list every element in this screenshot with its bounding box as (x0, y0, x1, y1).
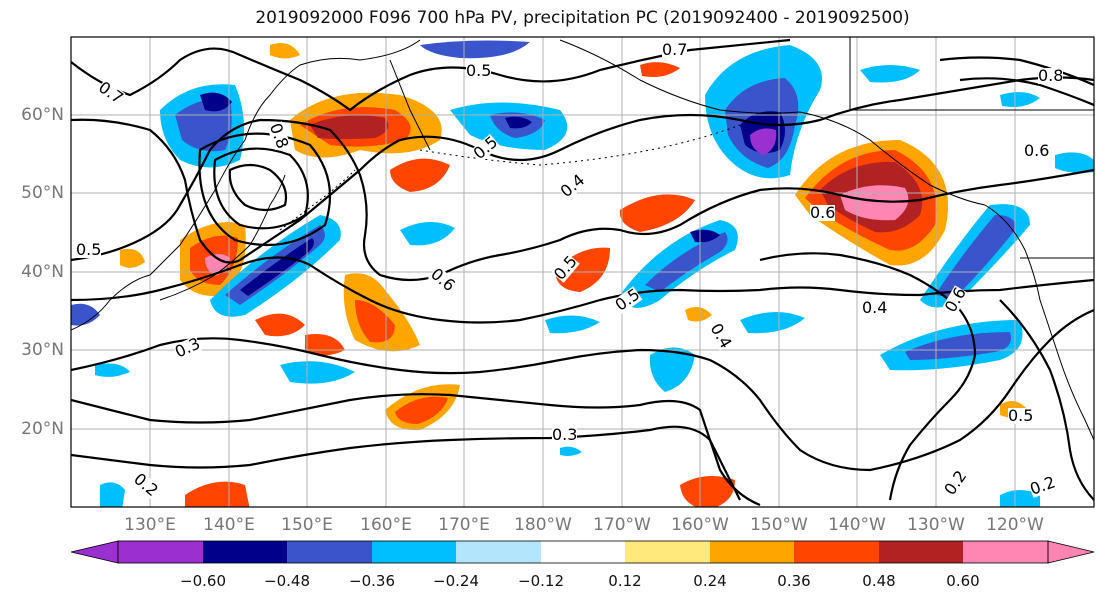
precip-negative-blob (71, 303, 100, 326)
precip-negative-blob (100, 482, 125, 507)
north-america-west-coast (984, 204, 1094, 441)
longitude-label: 140°W (828, 515, 886, 535)
colorbar-segment (625, 541, 710, 563)
precip-positive-blob (120, 248, 145, 268)
contour-label: 0.3 (552, 425, 578, 444)
contour-label: 0.4 (862, 298, 888, 317)
precip-negative-blob (95, 363, 130, 377)
precip-negative-blob (400, 221, 455, 246)
longitude-label: 130°W (907, 515, 965, 535)
latitude-label: 50°N (21, 183, 64, 203)
precip-shading (71, 40, 1094, 507)
precip-negative-blob (740, 311, 805, 334)
longitude-label: 150°W (750, 515, 808, 535)
contour-label: 0.6 (1024, 141, 1050, 160)
colorbar-tick-label: 0.24 (693, 572, 727, 590)
precip-negative-blob (505, 116, 532, 129)
colorbar-tick-label: 0.12 (608, 572, 642, 590)
precip-negative-blob (545, 315, 600, 334)
contour-label: 0.6 (810, 203, 836, 222)
aleutian-islands (419, 124, 741, 166)
colorbar (70, 540, 1095, 564)
longitude-label: 180°W (514, 515, 572, 535)
contour-label: 0.7 (662, 40, 688, 59)
longitude-label: 170°W (593, 515, 651, 535)
precip-positive-blob (310, 115, 389, 139)
colorbar-tick-label: −0.36 (349, 572, 395, 590)
precip-positive-blob (680, 476, 735, 507)
precip-negative-blob (420, 40, 530, 59)
precip-negative-blob (1000, 92, 1040, 107)
precip-positive-blob (640, 62, 680, 77)
colorbar-segment (118, 541, 203, 563)
precip-positive-blob (255, 313, 305, 337)
colorbar-segment (203, 541, 287, 563)
colorbar-tick-label: 0.48 (862, 572, 896, 590)
graticule (71, 37, 1094, 507)
precip-positive-blob (390, 158, 450, 192)
precip-negative-blob (175, 99, 232, 152)
alaska-coastline (559, 39, 986, 206)
precip-positive-blob (619, 194, 695, 232)
colorbar-max-arrow (1047, 540, 1095, 564)
colorbar-tick-label: −0.48 (264, 572, 310, 590)
latitude-label: 60°N (21, 105, 64, 125)
longitude-label: 170°E (438, 515, 490, 535)
colorbar-segment (963, 541, 1048, 563)
colorbar-segment (541, 541, 625, 563)
precip-positive-blob (355, 300, 395, 343)
precip-negative-blob (200, 92, 232, 112)
colorbar-segment (372, 541, 456, 563)
japan-coastline (159, 174, 286, 301)
latitude-label: 30°N (21, 340, 64, 360)
precip-negative-blob (935, 215, 1016, 298)
colorbar-outline (117, 540, 1049, 564)
precip-negative-blob (750, 128, 777, 155)
colorbar-tick-label: 0.60 (946, 572, 980, 590)
coastlines (71, 37, 1094, 441)
map-title: 2019092000 F096 700 hPa PV, precipitatio… (255, 8, 910, 28)
map-frame (70, 36, 1095, 508)
colorbar-tick-label: 0.36 (777, 572, 811, 590)
precip-negative-blob (560, 446, 582, 456)
contour-label: 0.8 (1038, 66, 1064, 85)
colorbar-segment (794, 541, 879, 563)
kamchatka-coastline (389, 59, 431, 151)
precip-negative-blob (645, 232, 728, 292)
asia-coastline (71, 39, 421, 331)
contour-label: 0.5 (1008, 406, 1034, 425)
longitude-label: 160°W (671, 515, 729, 535)
colorbar-segment (287, 541, 372, 563)
latitude-label: 40°N (21, 262, 64, 282)
precip-negative-blob (649, 347, 695, 392)
precip-negative-blob (1055, 152, 1094, 173)
latitude-label: 20°N (21, 419, 64, 439)
precip-positive-blob (185, 481, 250, 507)
precip-negative-blob (905, 332, 1011, 360)
precip-negative-blob (1000, 490, 1040, 507)
precip-positive-blob (270, 42, 300, 59)
colorbar-min-arrow (70, 540, 119, 564)
longitude-label: 140°E (203, 515, 255, 535)
precip-negative-blob (280, 361, 355, 384)
kuril-islands (279, 169, 356, 231)
colorbar-segment (710, 541, 794, 563)
precip-positive-blob (685, 306, 712, 322)
precip-positive-blob (395, 396, 448, 424)
colorbar-tick-label: −0.12 (518, 572, 564, 590)
longitude-label: 130°E (124, 515, 176, 535)
contour-label: 0.5 (466, 61, 492, 80)
colorbar-segment (456, 541, 541, 563)
colorbar-tick-label: −0.24 (433, 572, 479, 590)
precip-negative-blob (860, 65, 920, 83)
colorbar-segment (879, 541, 963, 563)
colorbar-tick-label: −0.60 (180, 572, 226, 590)
precip-negative-blob (690, 229, 720, 243)
contour-label: 0.5 (76, 240, 102, 259)
longitude-label: 160°E (360, 515, 412, 535)
longitude-label: 150°E (281, 515, 333, 535)
longitude-label: 120°W (986, 515, 1044, 535)
precip-negative-blob (240, 238, 314, 296)
